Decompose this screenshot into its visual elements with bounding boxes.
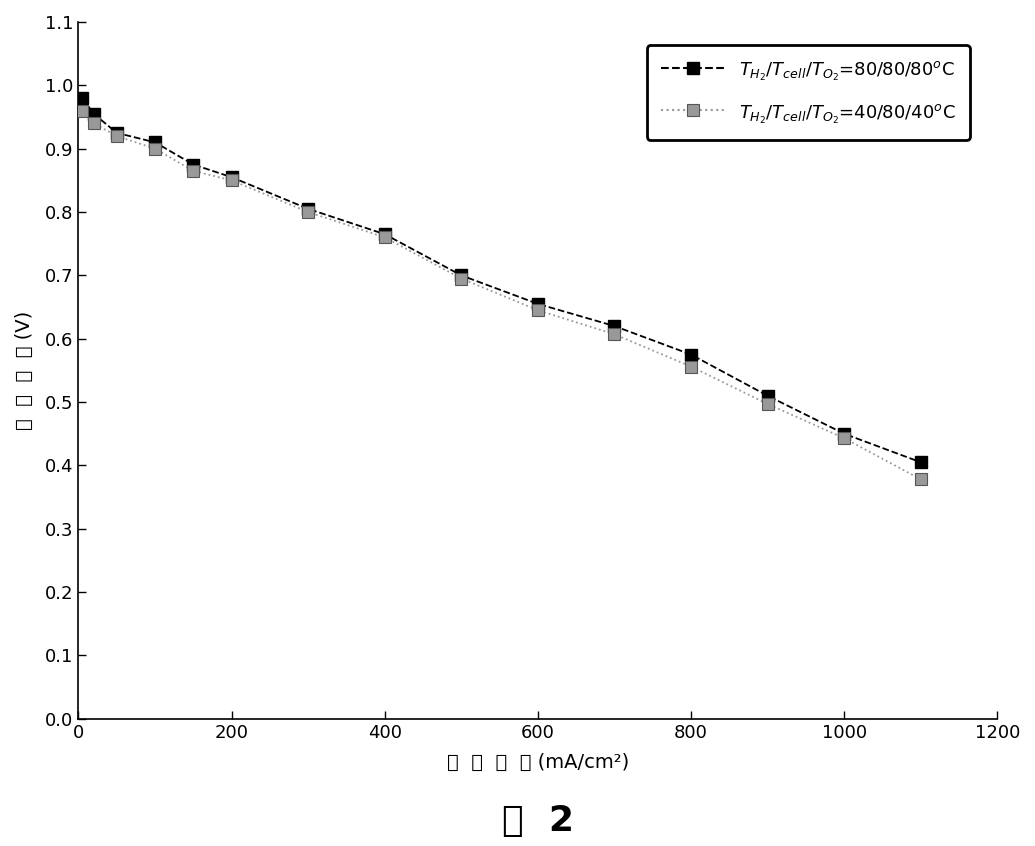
X-axis label: 电  流  密  度 (mA/cm²): 电 流 密 度 (mA/cm²) bbox=[447, 753, 629, 772]
Y-axis label: 电  池  电  压 (V): 电 池 电 压 (V) bbox=[14, 310, 34, 430]
Legend: $T_{H_2}/T_{cell}/T_{O_2}$=80/80/80$^o$C, $T_{H_2}/T_{cell}/T_{O_2}$=40/80/40$^o: $T_{H_2}/T_{cell}/T_{O_2}$=80/80/80$^o$C… bbox=[647, 45, 970, 140]
Text: 图  2: 图 2 bbox=[502, 804, 574, 838]
